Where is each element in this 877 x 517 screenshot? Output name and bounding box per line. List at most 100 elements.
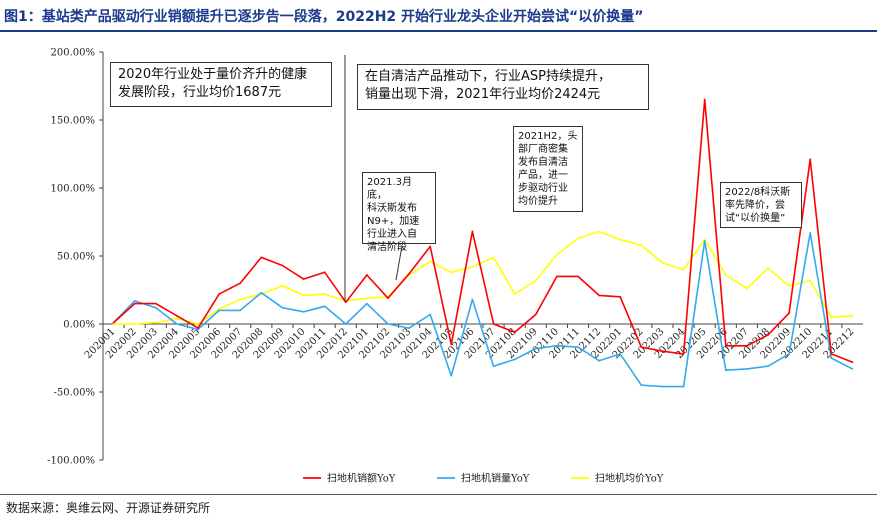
data-point	[197, 323, 199, 325]
data-source-note: 数据来源：奥维云网、开源证券研究所	[6, 501, 211, 515]
data-point	[408, 272, 411, 275]
data-point	[218, 293, 221, 295]
data-point	[619, 295, 622, 298]
data-point	[555, 344, 558, 347]
y-tick-label: 150.00%	[51, 116, 96, 127]
data-point	[154, 302, 157, 305]
data-point	[281, 264, 284, 267]
data-point	[661, 350, 664, 353]
data-point	[492, 365, 495, 368]
data-point	[851, 361, 854, 363]
data-point	[745, 287, 748, 290]
data-point	[260, 291, 263, 294]
data-point	[809, 279, 812, 282]
legend: 扫地机销额YoY 扫地机销量YoY 扫地机均价YoY	[303, 472, 664, 485]
data-point	[344, 323, 347, 325]
data-point	[429, 313, 432, 316]
data-point	[408, 327, 411, 329]
data-point	[724, 274, 727, 276]
data-point	[218, 308, 221, 310]
data-point	[682, 268, 685, 271]
data-point	[175, 323, 178, 325]
data-point	[492, 323, 495, 325]
series-line-2	[113, 230, 853, 325]
y-tick-label: 50.00%	[57, 252, 95, 263]
data-point	[788, 285, 791, 287]
data-point	[323, 293, 326, 295]
legend-label: 扫地机销额YoY	[327, 472, 396, 485]
data-point	[555, 275, 558, 278]
data-point	[682, 385, 685, 388]
data-point	[534, 313, 537, 316]
data-point	[133, 302, 136, 305]
data-point	[133, 299, 136, 302]
data-point	[112, 321, 115, 324]
annotation-pointer-202103	[395, 245, 403, 281]
data-point	[471, 298, 474, 301]
y-tick-label: 100.00%	[51, 184, 96, 195]
title-rule	[0, 30, 877, 32]
data-point	[365, 274, 368, 276]
data-point	[429, 260, 432, 263]
data-point	[851, 367, 854, 370]
data-point	[471, 230, 474, 233]
data-point	[471, 265, 474, 268]
data-point	[830, 316, 833, 319]
data-point	[598, 294, 601, 297]
data-point	[197, 327, 199, 329]
data-point	[809, 158, 812, 161]
data-point	[640, 384, 643, 387]
data-point	[619, 353, 622, 355]
data-point	[724, 369, 727, 372]
legend-label: 扫地机均价YoY	[595, 472, 664, 485]
data-point	[239, 282, 242, 285]
y-tick-label: -100.00%	[47, 456, 95, 467]
y-tick-label: -50.00%	[53, 388, 95, 399]
data-point	[830, 353, 833, 355]
data-point	[281, 306, 284, 309]
data-point	[703, 238, 706, 241]
figure-title: 图1：基站类产品驱动行业销额提升已逐步告一段落，2022H2 开始行业龙头企业开…	[4, 9, 644, 25]
data-point	[724, 344, 727, 347]
bottom-rule	[0, 494, 877, 495]
data-point	[365, 302, 368, 305]
data-point	[598, 359, 601, 362]
data-point	[302, 310, 305, 313]
data-point	[175, 317, 178, 320]
y-axis-ticks: 200.00% 150.00% 100.00% 50.00% 0.00% -50.00% -…	[47, 48, 103, 467]
data-point	[302, 278, 305, 281]
data-point	[450, 343, 453, 346]
data-point	[640, 346, 643, 349]
y-tick-label: 200.00%	[51, 48, 96, 59]
data-point	[661, 385, 664, 388]
data-point	[175, 314, 178, 317]
data-point	[513, 358, 516, 361]
data-point	[534, 279, 537, 282]
data-point	[619, 238, 622, 241]
data-point	[745, 344, 748, 347]
annotation-2020-health: 2020年行业处于量价齐升的健康 发展阶段，行业均价1687元	[110, 62, 332, 107]
data-point	[492, 256, 495, 259]
data-point	[387, 323, 389, 325]
data-point	[830, 357, 833, 359]
data-point	[767, 333, 769, 336]
data-point	[598, 230, 601, 233]
data-point	[745, 367, 748, 370]
data-point	[788, 353, 791, 355]
data-point	[661, 261, 664, 264]
legend-label: 扫地机销量YoY	[461, 472, 530, 485]
series-line-0	[113, 98, 853, 363]
annotation-2022-08-price-cut: 2022/8科沃斯 率先降价，尝 试“以价换量”	[720, 182, 802, 228]
data-point	[767, 365, 769, 368]
data-point	[323, 271, 326, 274]
data-point	[133, 323, 136, 325]
data-point	[387, 297, 389, 300]
data-point	[788, 312, 791, 315]
data-point	[365, 297, 368, 300]
data-point	[154, 321, 157, 324]
data-point	[767, 267, 769, 270]
annotation-2021-asp: 在自清洁产品推动下，行业ASP持续提升， 销量出现下滑，2021年行业均价242…	[357, 64, 649, 110]
data-point	[682, 353, 685, 355]
data-point	[323, 305, 326, 308]
data-point	[302, 294, 305, 297]
